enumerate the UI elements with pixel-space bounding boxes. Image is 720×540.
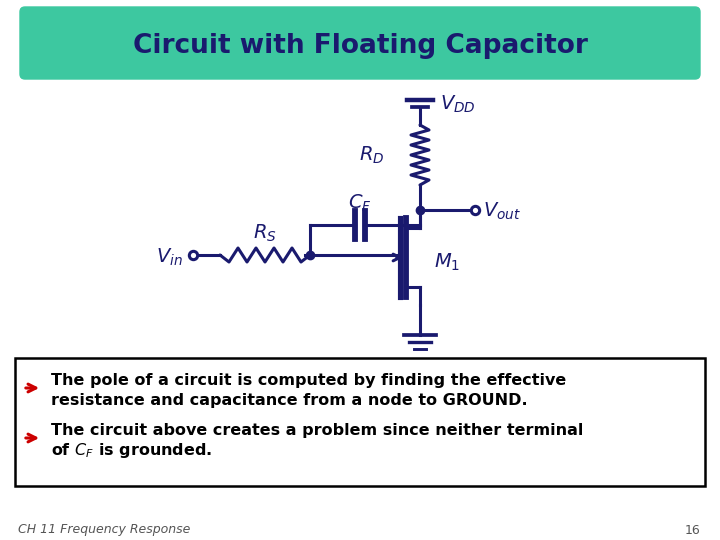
Text: The pole of a circuit is computed by finding the effective: The pole of a circuit is computed by fin… xyxy=(51,373,566,388)
Text: $V_{in}$: $V_{in}$ xyxy=(156,246,183,268)
Text: $V_{out}$: $V_{out}$ xyxy=(483,200,521,221)
Bar xyxy=(15,358,705,486)
Text: $R_S$: $R_S$ xyxy=(253,222,277,244)
Text: resistance and capacitance from a node to GROUND.: resistance and capacitance from a node t… xyxy=(51,393,528,408)
Text: Circuit with Floating Capacitor: Circuit with Floating Capacitor xyxy=(132,33,588,59)
Text: $M_1$: $M_1$ xyxy=(434,252,460,273)
Text: 16: 16 xyxy=(684,523,700,537)
Text: of $C_F$ is grounded.: of $C_F$ is grounded. xyxy=(51,441,212,460)
Text: $V_{DD}$: $V_{DD}$ xyxy=(440,93,476,114)
FancyBboxPatch shape xyxy=(20,7,700,79)
Text: The circuit above creates a problem since neither terminal: The circuit above creates a problem sinc… xyxy=(51,422,583,437)
Text: $C_F$: $C_F$ xyxy=(348,192,372,214)
Text: CH 11 Frequency Response: CH 11 Frequency Response xyxy=(18,523,190,537)
Text: $R_D$: $R_D$ xyxy=(359,144,384,166)
